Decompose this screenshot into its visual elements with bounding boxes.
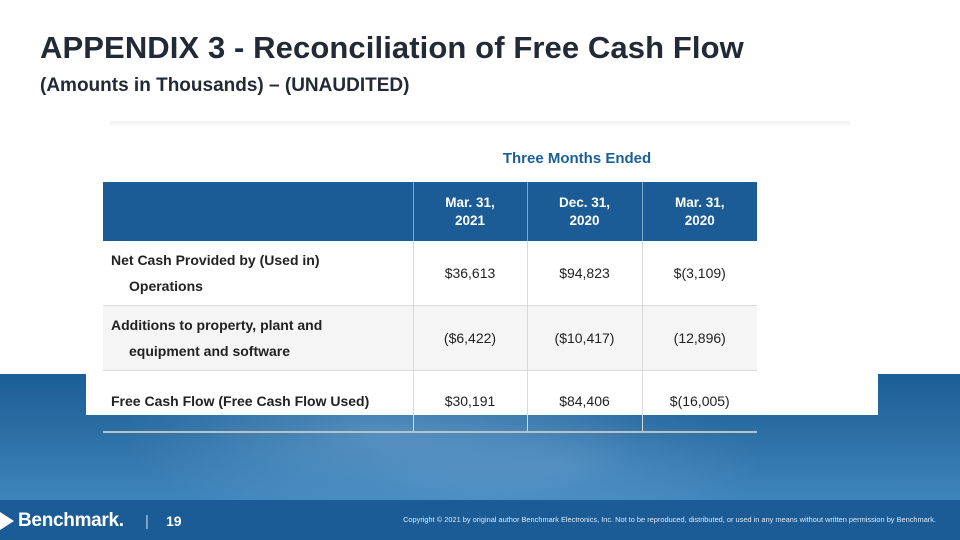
table-cell: $84,406 — [526, 370, 642, 433]
table-cell: $(3,109) — [641, 241, 757, 306]
table-cell: $36,613 — [412, 241, 527, 306]
column-header-year: 2020 — [684, 212, 715, 228]
column-header: Mar. 31, 2021 — [412, 182, 527, 241]
footer-separator: | — [145, 513, 149, 530]
row-label-line: Operations — [129, 278, 203, 294]
slide-subtitle: (Amounts in Thousands) – (UNAUDITED) — [40, 75, 410, 96]
page-number: 19 — [166, 513, 182, 529]
table-row: Net Cash Provided by (Used in) Operation… — [103, 241, 757, 306]
row-label: Free Cash Flow (Free Cash Flow Used) — [103, 370, 413, 433]
table-cell: $30,191 — [412, 370, 527, 433]
table-row-total: Free Cash Flow (Free Cash Flow Used) $30… — [103, 370, 757, 433]
row-label-line: equipment and software — [129, 343, 291, 359]
column-header: Mar. 31, 2020 — [641, 182, 757, 241]
table-header-row: Mar. 31, 2021 Dec. 31, 2020 Mar. 31, 202… — [103, 182, 757, 241]
table-cell: ($10,417) — [526, 305, 642, 371]
column-header-year: 2020 — [569, 212, 600, 228]
column-header-month: Mar. 31, — [674, 194, 725, 210]
row-label-line: Additions to property, plant and — [111, 317, 323, 333]
copyright-notice: Copyright © 2021 by original author Benc… — [403, 515, 936, 524]
column-header: Dec. 31, 2020 — [526, 182, 642, 241]
column-header-year: 2021 — [454, 212, 486, 228]
logo-reg: . — [118, 510, 124, 531]
table-cell: $(16,005) — [641, 370, 757, 433]
free-cash-flow-table: Mar. 31, 2021 Dec. 31, 2020 Mar. 31, 202… — [103, 182, 757, 433]
period-header: Three Months Ended — [502, 150, 652, 167]
logo-text: Benchmark — [18, 510, 119, 531]
column-header-month: Dec. 31, — [558, 194, 611, 210]
header-label-cell — [103, 182, 413, 241]
logo-triangle-icon — [0, 512, 14, 530]
row-label-line: Net Cash Provided by (Used in) — [111, 252, 320, 268]
benchmark-logo: Benchmark. — [0, 510, 124, 532]
slide-title: APPENDIX 3 - Reconciliation of Free Cash… — [40, 30, 744, 65]
row-label: Net Cash Provided by (Used in) Operation… — [103, 241, 413, 306]
table-cell: ($6,422) — [412, 305, 527, 371]
table-row: Additions to property, plant and equipme… — [103, 305, 757, 371]
footer-bar — [0, 500, 960, 540]
column-header-month: Mar. 31, — [445, 194, 495, 210]
panel-shadow — [110, 121, 850, 127]
row-label: Additions to property, plant and equipme… — [103, 305, 413, 371]
table-cell: $94,823 — [526, 241, 642, 306]
table-cell: (12,896) — [641, 305, 757, 371]
